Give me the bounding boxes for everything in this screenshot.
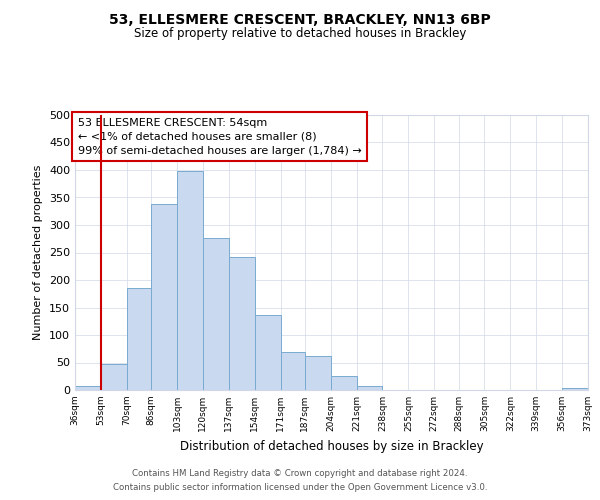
Bar: [356, 386, 382, 390]
Bar: [305, 356, 331, 390]
X-axis label: Distribution of detached houses by size in Brackley: Distribution of detached houses by size …: [179, 440, 484, 452]
Text: 53 ELLESMERE CRESCENT: 54sqm
← <1% of detached houses are smaller (8)
99% of sem: 53 ELLESMERE CRESCENT: 54sqm ← <1% of de…: [77, 118, 361, 156]
Bar: [177, 171, 203, 390]
Bar: [127, 288, 151, 390]
Bar: [331, 376, 356, 390]
Bar: [229, 258, 254, 390]
Bar: [203, 238, 229, 390]
Bar: [151, 204, 177, 390]
Y-axis label: Number of detached properties: Number of detached properties: [34, 165, 43, 340]
Bar: [254, 315, 281, 390]
Bar: [281, 352, 305, 390]
Bar: [562, 388, 588, 390]
Bar: [75, 386, 101, 390]
Text: Contains HM Land Registry data © Crown copyright and database right 2024.: Contains HM Land Registry data © Crown c…: [132, 468, 468, 477]
Text: Contains public sector information licensed under the Open Government Licence v3: Contains public sector information licen…: [113, 484, 487, 492]
Text: Size of property relative to detached houses in Brackley: Size of property relative to detached ho…: [134, 28, 466, 40]
Bar: [101, 364, 127, 390]
Text: 53, ELLESMERE CRESCENT, BRACKLEY, NN13 6BP: 53, ELLESMERE CRESCENT, BRACKLEY, NN13 6…: [109, 12, 491, 26]
